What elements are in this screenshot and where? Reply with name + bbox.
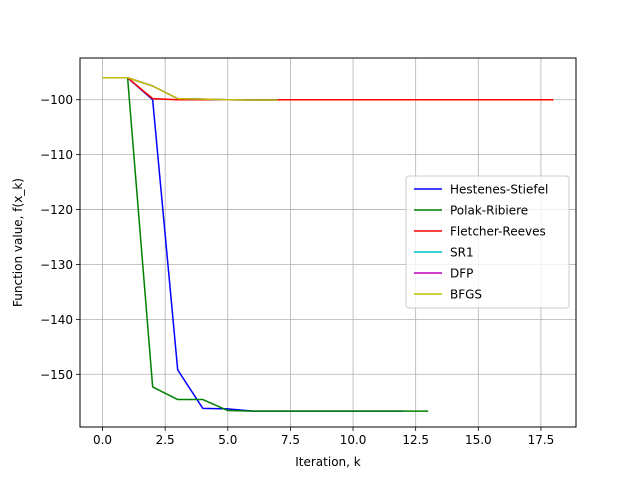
y-tick-label: −110 (40, 148, 73, 162)
legend-label: Fletcher-Reeves (450, 225, 546, 239)
y-tick-label: −140 (40, 313, 73, 327)
legend-box (405, 175, 570, 309)
x-tick-label: 10.0 (340, 433, 367, 447)
legend-label: BFGS (450, 288, 482, 302)
legend-label: Hestenes-Stiefel (450, 183, 548, 197)
series-line-polak-ribiere (102, 77, 429, 412)
x-tick-label: 5.0 (218, 433, 237, 447)
series-lines (102, 77, 554, 412)
legend-label: SR1 (450, 246, 474, 260)
series-line-fletcher-reeves (102, 77, 554, 101)
legend-label: DFP (450, 267, 473, 281)
plot-frame (79, 57, 577, 428)
y-axis-label: Function value, f(x_k) (11, 178, 25, 307)
x-tick-label: 17.5 (528, 433, 555, 447)
x-tick-label: 15.0 (465, 433, 492, 447)
axis-ticks: 0.0 2.5 5.0 7.5 10.0 12.5 15.0 17.5 −150 −140 −130… (40, 93, 554, 447)
x-axis-label: Iteration, k (295, 455, 361, 469)
x-tick-label: 7.5 (281, 433, 300, 447)
y-tick-label: −100 (40, 93, 73, 107)
x-tick-label: 0.0 (93, 433, 112, 447)
legend-label: Polak-Ribiere (450, 204, 528, 218)
x-tick-label: 2.5 (156, 433, 175, 447)
y-tick-label: −150 (40, 368, 73, 382)
legend: Hestenes-Stiefel Polak-Ribiere Fletcher-Re… (405, 175, 570, 309)
y-tick-label: −130 (40, 258, 73, 272)
y-tick-label: −120 (40, 203, 73, 217)
series-line-bfgs (102, 77, 278, 101)
x-tick-label: 12.5 (402, 433, 429, 447)
